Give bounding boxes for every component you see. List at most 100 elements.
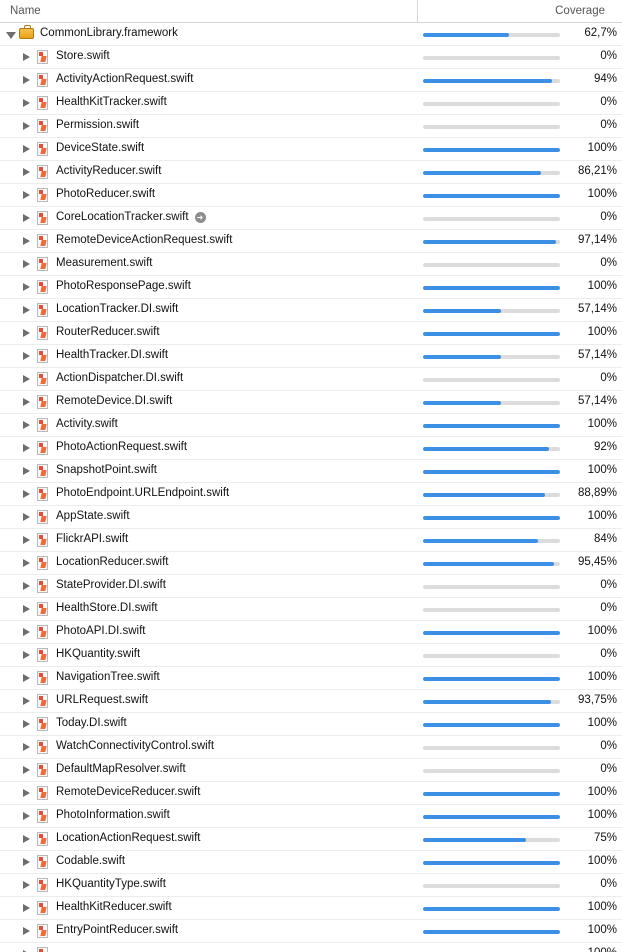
disclosure-triangle-icon[interactable] bbox=[23, 214, 30, 222]
table-row[interactable]: HealthStore.DI.swift 0% bbox=[0, 598, 622, 621]
table-row[interactable]: Activity.swift 100% bbox=[0, 414, 622, 437]
table-row[interactable]: PhotoActionRequest.swift 92% bbox=[0, 437, 622, 460]
table-row[interactable]: CoreLocationTracker.swift ➜ 0% bbox=[0, 207, 622, 230]
disclosure-triangle-icon[interactable] bbox=[23, 99, 30, 107]
disclosure-triangle-icon[interactable] bbox=[23, 306, 30, 314]
column-divider[interactable] bbox=[417, 0, 418, 23]
coverage-bar-fill bbox=[423, 792, 560, 796]
table-row[interactable]: Codable.swift 100% bbox=[0, 851, 622, 874]
table-row[interactable]: ActionDispatcher.DI.swift 0% bbox=[0, 368, 622, 391]
disclosure-triangle-icon[interactable] bbox=[23, 858, 30, 866]
table-row[interactable]: Store.swift 0% bbox=[0, 46, 622, 69]
table-row[interactable]: AppState.swift 100% bbox=[0, 506, 622, 529]
disclosure-triangle-icon[interactable] bbox=[23, 720, 30, 728]
file-name: LocationReducer.swift bbox=[56, 556, 169, 568]
table-row[interactable]: LocationTracker.DI.swift 57,14% bbox=[0, 299, 622, 322]
disclosure-triangle-icon[interactable] bbox=[23, 950, 30, 952]
table-row[interactable]: HKQuantityType.swift 0% bbox=[0, 874, 622, 897]
coverage-bar bbox=[423, 631, 560, 635]
disclosure-triangle-icon[interactable] bbox=[23, 490, 30, 498]
table-row[interactable]: Measurement.swift 0% bbox=[0, 253, 622, 276]
table-row[interactable]: PhotoEndpoint.URLEndpoint.swift 88,89% bbox=[0, 483, 622, 506]
disclosure-triangle-icon[interactable] bbox=[23, 605, 30, 613]
disclosure-triangle-icon[interactable] bbox=[23, 651, 30, 659]
coverage-bar-fill bbox=[423, 424, 560, 428]
disclosure-triangle-icon[interactable] bbox=[23, 398, 30, 406]
table-row[interactable]: PhotoAPI.DI.swift 100% bbox=[0, 621, 622, 644]
table-row-framework[interactable]: CommonLibrary.framework 62,7% bbox=[0, 23, 622, 46]
table-row[interactable]: PhotoResponsePage.swift 100% bbox=[0, 276, 622, 299]
disclosure-triangle-icon[interactable] bbox=[23, 168, 30, 176]
file-name: DeviceState.swift bbox=[56, 142, 144, 154]
table-row[interactable]: SnapshotPoint.swift 100% bbox=[0, 460, 622, 483]
coverage-bar-fill bbox=[423, 907, 560, 911]
disclosure-triangle-icon[interactable] bbox=[23, 743, 30, 751]
table-row[interactable]: NavigationTree.swift 100% bbox=[0, 667, 622, 690]
disclosure-triangle-icon[interactable] bbox=[23, 283, 30, 291]
column-header-name[interactable]: Name bbox=[10, 5, 41, 17]
disclosure-triangle-icon[interactable] bbox=[23, 145, 30, 153]
table-row[interactable]: HealthKitReducer.swift 100% bbox=[0, 897, 622, 920]
disclosure-triangle-icon[interactable] bbox=[23, 582, 30, 590]
swift-file-icon bbox=[37, 809, 48, 823]
table-row[interactable]: 100% bbox=[0, 943, 622, 952]
disclosure-triangle-icon[interactable] bbox=[23, 122, 30, 130]
disclosure-triangle-icon[interactable] bbox=[23, 237, 30, 245]
table-row[interactable]: LocationReducer.swift 95,45% bbox=[0, 552, 622, 575]
disclosure-triangle-icon[interactable] bbox=[23, 697, 30, 705]
disclosure-triangle-icon[interactable] bbox=[23, 536, 30, 544]
table-row[interactable]: RouterReducer.swift 100% bbox=[0, 322, 622, 345]
disclosure-triangle-icon[interactable] bbox=[23, 789, 30, 797]
column-header-coverage[interactable]: Coverage bbox=[555, 5, 605, 17]
coverage-bar bbox=[423, 217, 560, 221]
disclosure-triangle-icon[interactable] bbox=[23, 53, 30, 61]
table-row[interactable]: HealthTracker.DI.swift 57,14% bbox=[0, 345, 622, 368]
table-row[interactable]: EntryPointReducer.swift 100% bbox=[0, 920, 622, 943]
disclosure-triangle-icon[interactable] bbox=[23, 835, 30, 843]
disclosure-triangle-icon[interactable] bbox=[23, 76, 30, 84]
swift-file-icon bbox=[37, 602, 48, 616]
table-row[interactable]: Today.DI.swift 100% bbox=[0, 713, 622, 736]
disclosure-triangle-icon[interactable] bbox=[23, 513, 30, 521]
coverage-bar bbox=[423, 608, 560, 612]
disclosure-triangle-icon[interactable] bbox=[6, 32, 16, 39]
coverage-bar bbox=[423, 493, 560, 497]
disclosure-triangle-icon[interactable] bbox=[23, 191, 30, 199]
disclosure-triangle-icon[interactable] bbox=[23, 444, 30, 452]
table-row[interactable]: LocationActionRequest.swift 75% bbox=[0, 828, 622, 851]
disclosure-triangle-icon[interactable] bbox=[23, 812, 30, 820]
disclosure-triangle-icon[interactable] bbox=[23, 260, 30, 268]
table-row[interactable]: PhotoInformation.swift 100% bbox=[0, 805, 622, 828]
file-name: Store.swift bbox=[56, 50, 110, 62]
coverage-percent: 100% bbox=[587, 924, 617, 936]
disclosure-triangle-icon[interactable] bbox=[23, 352, 30, 360]
coverage-bar bbox=[423, 79, 560, 83]
disclosure-triangle-icon[interactable] bbox=[23, 375, 30, 383]
table-row[interactable]: RemoteDeviceActionRequest.swift 97,14% bbox=[0, 230, 622, 253]
disclosure-triangle-icon[interactable] bbox=[23, 766, 30, 774]
disclosure-triangle-icon[interactable] bbox=[23, 674, 30, 682]
table-row[interactable]: URLRequest.swift 93,75% bbox=[0, 690, 622, 713]
disclosure-triangle-icon[interactable] bbox=[23, 927, 30, 935]
disclosure-triangle-icon[interactable] bbox=[23, 628, 30, 636]
table-row[interactable]: Permission.swift 0% bbox=[0, 115, 622, 138]
table-row[interactable]: HealthKitTracker.swift 0% bbox=[0, 92, 622, 115]
arrow-circle-icon[interactable]: ➜ bbox=[194, 212, 206, 223]
disclosure-triangle-icon[interactable] bbox=[23, 904, 30, 912]
table-row[interactable]: HKQuantity.swift 0% bbox=[0, 644, 622, 667]
disclosure-triangle-icon[interactable] bbox=[23, 329, 30, 337]
table-row[interactable]: DeviceState.swift 100% bbox=[0, 138, 622, 161]
table-row[interactable]: ActivityReducer.swift 86,21% bbox=[0, 161, 622, 184]
table-row[interactable]: WatchConnectivityControl.swift 0% bbox=[0, 736, 622, 759]
table-row[interactable]: RemoteDevice.DI.swift 57,14% bbox=[0, 391, 622, 414]
disclosure-triangle-icon[interactable] bbox=[23, 421, 30, 429]
table-row[interactable]: RemoteDeviceReducer.swift 100% bbox=[0, 782, 622, 805]
table-row[interactable]: FlickrAPI.swift 84% bbox=[0, 529, 622, 552]
table-row[interactable]: DefaultMapResolver.swift 0% bbox=[0, 759, 622, 782]
table-row[interactable]: ActivityActionRequest.swift 94% bbox=[0, 69, 622, 92]
disclosure-triangle-icon[interactable] bbox=[23, 467, 30, 475]
disclosure-triangle-icon[interactable] bbox=[23, 559, 30, 567]
disclosure-triangle-icon[interactable] bbox=[23, 881, 30, 889]
table-row[interactable]: PhotoReducer.swift 100% bbox=[0, 184, 622, 207]
table-row[interactable]: StateProvider.DI.swift 0% bbox=[0, 575, 622, 598]
